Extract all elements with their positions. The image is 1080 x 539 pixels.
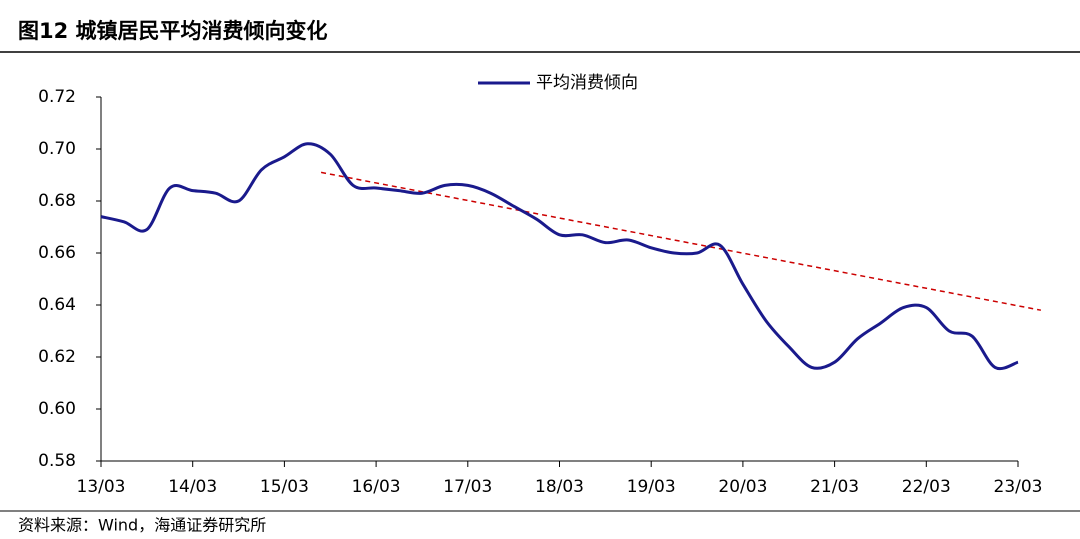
x-tick-label: 16/03 (352, 477, 401, 497)
x-tick-label: 21/03 (810, 477, 859, 497)
x-tick-label: 17/03 (443, 477, 492, 497)
y-tick-label: 0.60 (38, 399, 76, 419)
source: 资料来源：Wind，海通证券研究所 (18, 516, 266, 535)
x-tick-label: 14/03 (168, 477, 217, 497)
trend-line (320, 171, 1042, 311)
y-tick-label: 0.66 (38, 243, 76, 263)
y-tick-label: 0.68 (38, 191, 76, 211)
title: 图12 城镇居民平均消费倾向变化 (18, 19, 328, 43)
y-tick-label: 0.70 (38, 139, 76, 159)
x-tick-label: 23/03 (994, 477, 1043, 497)
y-tick-label: 0.58 (38, 451, 76, 471)
legend-label: 平均消费倾向 (536, 73, 638, 93)
plot: 0.58 0.60 0.62 0.64 0.66 0.68 0.70 0.72 13/03 14/… (38, 73, 1042, 497)
x-tick-label: 22/03 (902, 477, 951, 497)
x-tick-label: 18/03 (535, 477, 584, 497)
y-tick-label: 0.62 (38, 347, 76, 367)
line-series (100, 142, 1019, 371)
x-tick-label: 15/03 (260, 477, 309, 497)
y-tick-label: 0.64 (38, 295, 76, 315)
x-tick-label: 19/03 (627, 477, 676, 497)
y-tick-label: 0.72 (38, 87, 76, 107)
x-tick-label: 13/03 (77, 477, 126, 497)
x-tick-label: 20/03 (718, 477, 767, 497)
